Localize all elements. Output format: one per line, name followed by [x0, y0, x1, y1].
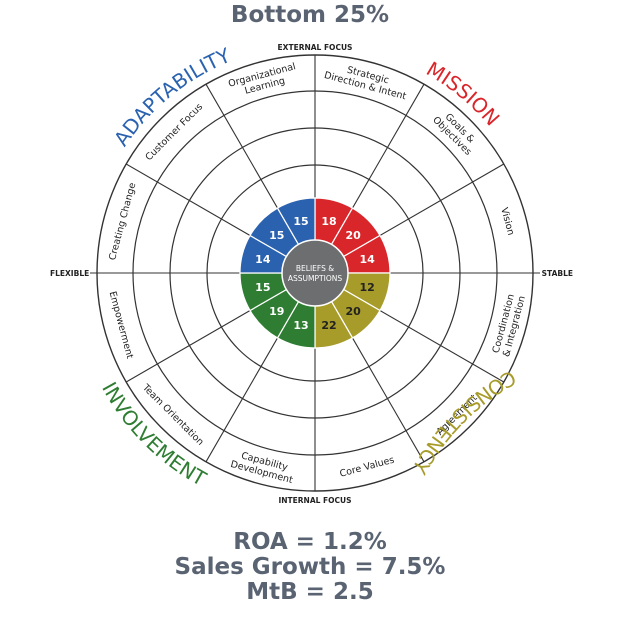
- score-value: 15: [269, 229, 284, 242]
- score-value: 12: [360, 281, 375, 294]
- score-value: 19: [269, 305, 284, 318]
- center-label-line2: ASSUMPTIONS: [288, 274, 342, 283]
- spoke-line: [379, 163, 505, 236]
- score-value: 15: [293, 215, 308, 228]
- page-title: Bottom 25%: [230, 2, 390, 28]
- score-value: 14: [360, 253, 376, 266]
- score-value: 22: [321, 319, 336, 332]
- spoke-line: [205, 337, 278, 463]
- performance-stats: ROA = 1.2% Sales Growth = 7.5% MtB = 2.5: [0, 530, 620, 605]
- sales-growth-stat: Sales Growth = 7.5%: [174, 554, 446, 580]
- score-value: 13: [293, 319, 308, 332]
- spoke-line: [205, 83, 278, 209]
- score-value: 20: [346, 229, 362, 242]
- axis-label-left: FLEXIBLE: [50, 269, 89, 278]
- beliefs-center: [281, 239, 349, 307]
- axis-label-top: EXTERNAL FOCUS: [278, 43, 353, 52]
- center-label-line1: BELIEFS &: [296, 264, 334, 273]
- score-value: 20: [346, 305, 362, 318]
- axis-label-bottom: INTERNAL FOCUS: [278, 496, 351, 505]
- mtb-stat: MtB = 2.5: [246, 579, 374, 605]
- axis-label-right: STABLE: [542, 269, 573, 278]
- spoke-line: [379, 310, 505, 383]
- spoke-line: [352, 337, 425, 463]
- roa-stat: ROA = 1.2%: [233, 529, 387, 555]
- spoke-line: [125, 163, 251, 236]
- score-value: 14: [255, 253, 271, 266]
- score-value: 18: [321, 215, 336, 228]
- spoke-line: [125, 310, 251, 383]
- spoke-line: [352, 83, 425, 209]
- score-value: 15: [255, 281, 270, 294]
